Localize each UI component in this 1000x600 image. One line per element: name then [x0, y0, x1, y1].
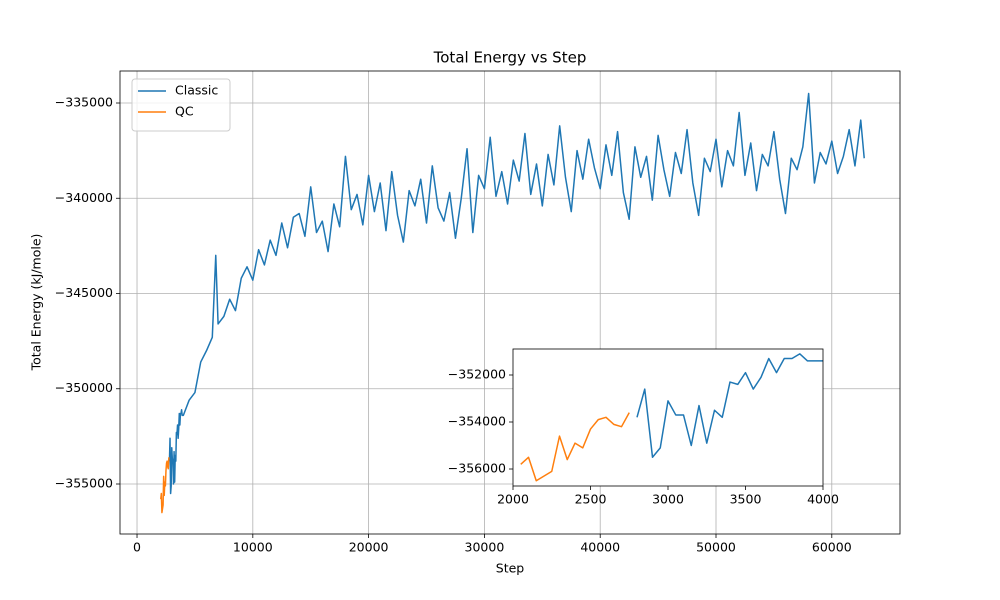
series-line	[636, 353, 823, 459]
y-tick-label: −355000	[55, 475, 113, 490]
legend: Classic QC	[131, 78, 231, 132]
plot-area	[513, 349, 823, 486]
x-tick-label: 20000	[349, 540, 389, 555]
legend-box	[131, 78, 231, 132]
axes-frame	[119, 70, 901, 535]
inset-axes: 2000 2500 3000 3500 4000 −356000 −354000 −35200…	[448, 348, 839, 507]
series-line	[520, 412, 630, 482]
legend-label: Classic	[175, 83, 218, 98]
x-tick-label: 40000	[580, 540, 620, 555]
x-tick-label: 2000	[497, 492, 529, 507]
x-tick-label: 10000	[233, 540, 273, 555]
x-tick-label: 30000	[465, 540, 505, 555]
x-tick-label: 4000	[807, 492, 839, 507]
y-tick-label: −340000	[55, 190, 113, 205]
x-tick-label: 60000	[812, 540, 852, 555]
y-tick-label: −356000	[448, 461, 506, 476]
legend-label: QC	[175, 104, 194, 119]
axes-frame	[512, 348, 824, 487]
x-axis-label: Step	[496, 561, 525, 576]
x-tick-label: 0	[133, 540, 141, 555]
y-tick-label: −350000	[55, 380, 113, 395]
chart-title: Total Energy vs Step	[433, 49, 587, 67]
x-tick-label: 50000	[696, 540, 736, 555]
x-tick-label: 3500	[730, 492, 762, 507]
y-tick-label: −335000	[55, 95, 113, 110]
y-tick-label: −354000	[448, 414, 506, 429]
series-line	[160, 457, 170, 514]
series-line	[168, 92, 865, 495]
x-tick-label: 2500	[575, 492, 607, 507]
y-axis-label: Total Energy (kJ/mole)	[29, 234, 44, 372]
y-tick-label: −345000	[55, 285, 113, 300]
y-tick-label: −352000	[448, 366, 506, 381]
x-tick-label: 3000	[652, 492, 684, 507]
